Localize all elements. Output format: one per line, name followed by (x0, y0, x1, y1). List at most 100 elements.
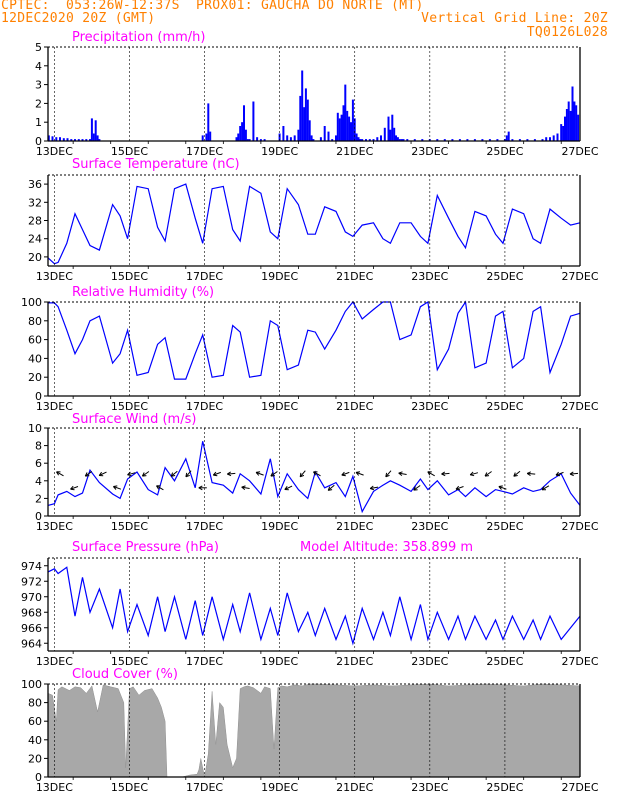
x-tick-label: 21DEC (336, 145, 373, 158)
precip-bar (304, 88, 307, 141)
y-tick-label: 80 (28, 315, 42, 328)
x-tick-label: 15DEC (111, 145, 148, 158)
y-tick-label: 80 (28, 697, 42, 710)
y-tick-label: 20 (28, 371, 42, 384)
x-tick-label: 25DEC (486, 145, 523, 158)
precip-bar (402, 139, 405, 141)
precip-bar (92, 133, 95, 141)
x-tick-label: 17DEC (186, 655, 223, 668)
x-tick-label: 23DEC (411, 655, 448, 668)
precip-bar (368, 139, 371, 141)
precip-bar (496, 139, 499, 141)
precip-bar (293, 135, 296, 141)
x-tick-label: 15DEC (111, 655, 148, 668)
x-tick-label: 19DEC (261, 781, 298, 794)
x-tick-label: 19DEC (261, 655, 298, 668)
panel-title: Cloud Cover (%) (72, 667, 178, 682)
precip-bar (421, 139, 424, 141)
precip-bar (393, 127, 396, 141)
y-tick-label: 40 (28, 352, 42, 365)
precip-bar (556, 133, 559, 141)
issue-datetime: 12DEC2020 20Z (GMT) (1, 11, 156, 26)
precip-bar (481, 139, 484, 141)
precip-bar (533, 139, 536, 141)
precip-bar (383, 127, 386, 141)
precip-bar (89, 139, 91, 141)
precip-bar (338, 118, 341, 141)
panel-title: Precipitation (mm/h) (72, 30, 205, 45)
precip-bar (346, 110, 349, 141)
precip-bar (319, 137, 322, 141)
y-tick-label: 0 (35, 390, 42, 403)
precip-bar (577, 114, 580, 141)
cloud-cover-area (47, 683, 581, 778)
precip-bar (336, 112, 339, 141)
precip-bar (391, 114, 394, 141)
model-id: TQ0126L028 (526, 25, 608, 40)
y-tick-label: 6 (35, 457, 42, 470)
precip-bar (55, 137, 58, 141)
series-line (47, 566, 581, 646)
wind-arrow (526, 471, 536, 477)
series-line (47, 441, 581, 514)
wind-arrow (327, 484, 335, 491)
y-tick-label: 0 (35, 135, 42, 148)
x-tick-label: 21DEC (336, 520, 373, 533)
precip-bar (376, 137, 379, 141)
precip-bar (282, 126, 285, 141)
x-tick-label: 13DEC (36, 400, 73, 413)
wind-arrow (84, 471, 93, 477)
precip-bar (451, 139, 454, 141)
x-tick-label: 13DEC (36, 520, 73, 533)
y-tick-label: 100 (21, 678, 42, 691)
precip-bar (308, 120, 311, 141)
wind-arrow (198, 485, 207, 491)
precip-bar (575, 105, 578, 141)
x-tick-label: 15DEC (111, 400, 148, 413)
x-tick-label: 21DEC (336, 270, 373, 283)
precip-bar (303, 107, 306, 141)
x-tick-label: 23DEC (411, 781, 448, 794)
precip-bar (297, 129, 300, 141)
precip-bar (518, 139, 521, 141)
precip-bar (201, 135, 204, 141)
precip-bar (353, 118, 356, 141)
x-tick-label: 15DEC (111, 781, 148, 794)
wind-arrow (141, 471, 150, 477)
y-tick-label: 2 (35, 97, 42, 110)
precip-bar (526, 139, 529, 141)
y-tick-label: 60 (28, 334, 42, 347)
x-tick-label: 21DEC (336, 781, 373, 794)
precip-bar (348, 116, 351, 141)
panel-title: Relative Humidity (%) (72, 285, 214, 300)
precip-bar (541, 139, 544, 141)
precip-bar (342, 105, 345, 141)
precip-bar (565, 109, 568, 141)
y-tick-label: 32 (28, 196, 42, 209)
precip-bar (507, 131, 510, 141)
wind-arrow (355, 471, 364, 476)
precip-bar (359, 139, 362, 141)
y-tick-label: 2 (35, 492, 42, 505)
y-tick-label: 20 (28, 251, 42, 264)
precip-bar (567, 101, 570, 141)
precip-bar (395, 135, 397, 141)
precip-bar (443, 139, 446, 141)
precip-bar (380, 135, 382, 141)
precip-bar (361, 139, 364, 141)
precip-bar (560, 124, 563, 141)
vertical-grid-note: Vertical Grid Line: 20Z (421, 11, 608, 26)
precip-bar (278, 133, 281, 141)
x-tick-label: 15DEC (111, 520, 148, 533)
x-tick-label: 27DEC (561, 655, 598, 668)
x-tick-label: 27DEC (561, 145, 598, 158)
precip-bar (413, 139, 416, 141)
precip-bar (327, 131, 330, 141)
x-tick-label: 27DEC (561, 400, 598, 413)
precip-bar (90, 118, 93, 141)
y-tick-label: 972 (21, 575, 42, 588)
precip-bar (549, 137, 551, 141)
y-tick-label: 60 (28, 715, 42, 728)
precip-bar (458, 139, 461, 141)
